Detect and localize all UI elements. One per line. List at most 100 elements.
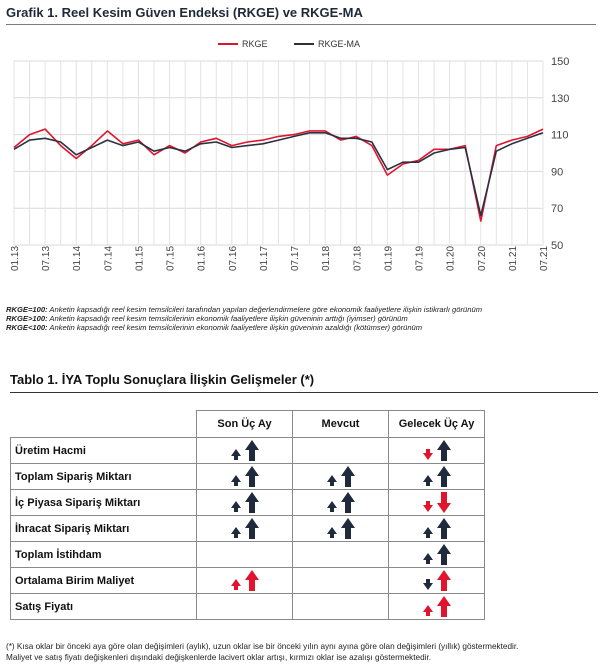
chart-title-rule <box>6 24 596 25</box>
row-label: Toplam Sipariş Miktarı <box>10 463 197 490</box>
col-header: Mevcut <box>292 410 389 438</box>
table-header-row: Son Üç Ay Mevcut Gelecek Üç Ay <box>10 410 485 438</box>
x-tick-label: 01.17 <box>259 246 270 271</box>
series-line-rkge-ma <box>13 132 544 217</box>
navy-up-arrow-icon <box>340 466 355 487</box>
x-tick-label: 07.13 <box>41 246 52 271</box>
y-tick-label: 130 <box>551 93 569 105</box>
table-cell <box>292 567 389 594</box>
navy-up-arrow-icon <box>436 440 451 461</box>
table-cell <box>388 463 485 490</box>
x-tick-label: 07.14 <box>103 246 114 271</box>
table-cell <box>388 593 485 620</box>
navy-up-arrow-icon <box>436 518 451 539</box>
navy-up-arrow-icon <box>230 449 241 460</box>
table-cell <box>292 437 389 464</box>
table-row: Toplam Sipariş Miktarı <box>10 463 485 490</box>
table-row: Toplam İstihdam <box>10 541 485 568</box>
note-line: RKGE<100: Anketin kapsadığı reel kesim t… <box>6 323 423 332</box>
table-title: Tablo 1. İYA Toplu Sonuçlara İlişkin Gel… <box>10 372 315 387</box>
row-label: Ortalama Birim Maliyet <box>10 567 197 594</box>
table-cell <box>196 463 293 490</box>
navy-up-arrow-icon <box>326 527 337 538</box>
navy-up-arrow-icon <box>340 492 355 513</box>
navy-up-arrow-icon <box>230 501 241 512</box>
col-header: Son Üç Ay <box>196 410 293 438</box>
table-cell <box>292 489 389 516</box>
table-cell <box>196 541 293 568</box>
table-cell <box>196 567 293 594</box>
chart-title: Grafik 1. Reel Kesim Güven Endeksi (RKGE… <box>6 5 363 20</box>
row-label: Satış Fiyatı <box>10 593 197 620</box>
legend-label: RKGE <box>242 39 268 49</box>
table-cell <box>196 593 293 620</box>
footnote-line: Maliyet ve satış fiyatı değişkenleri dış… <box>6 653 432 662</box>
navy-down-arrow-icon <box>422 579 433 590</box>
navy-up-arrow-icon <box>436 466 451 487</box>
red-up-arrow-icon <box>230 579 241 590</box>
footnote-line: (*) Kısa oklar bir önceki aya göre olan … <box>6 642 519 651</box>
row-label: İç Piyasa Sipariş Miktarı <box>10 489 197 516</box>
table-row: Satış Fiyatı <box>10 593 485 620</box>
table-cell <box>388 515 485 542</box>
x-tick-label: 07.17 <box>290 246 301 271</box>
navy-up-arrow-icon <box>230 475 241 486</box>
x-tick-label: 01.18 <box>321 246 332 271</box>
note-line: RKGE>100: Anketin kapsadığı reel kesim t… <box>6 314 408 323</box>
navy-up-arrow-icon <box>422 527 433 538</box>
navy-up-arrow-icon <box>244 518 259 539</box>
table-cell <box>292 593 389 620</box>
y-tick-label: 50 <box>551 240 563 252</box>
table-row: Ortalama Birim Maliyet <box>10 567 485 594</box>
row-label: Toplam İstihdam <box>10 541 197 568</box>
navy-up-arrow-icon <box>422 553 433 564</box>
x-tick-label: 07.16 <box>228 246 239 271</box>
table-cell <box>292 515 389 542</box>
row-label: Üretim Hacmi <box>10 437 197 464</box>
table-corner <box>10 410 197 438</box>
navy-up-arrow-icon <box>230 527 241 538</box>
red-down-arrow-icon <box>436 492 451 513</box>
x-tick-label: 01.20 <box>446 246 457 271</box>
table-row: İhracat Sipariş Miktarı <box>10 515 485 542</box>
table-row: Üretim Hacmi <box>10 437 485 464</box>
red-up-arrow-icon <box>436 596 451 617</box>
table-cell <box>388 567 485 594</box>
y-tick-label: 150 <box>551 56 569 68</box>
x-tick-label: 07.19 <box>415 246 426 271</box>
x-tick-label: 01.21 <box>508 246 519 271</box>
red-down-arrow-icon <box>422 449 433 460</box>
note-line: RKGE=100: Anketin kapsadığı reel kesim t… <box>6 305 483 314</box>
chart-notes: RKGE=100: Anketin kapsadığı reel kesim t… <box>6 305 482 332</box>
row-label: İhracat Sipariş Miktarı <box>10 515 197 542</box>
table-cell <box>292 463 389 490</box>
x-tick-label: 07.21 <box>539 246 550 271</box>
table-row: İç Piyasa Sipariş Miktarı <box>10 489 485 516</box>
red-down-arrow-icon <box>422 501 433 512</box>
table-title-rule <box>10 392 598 394</box>
navy-up-arrow-icon <box>326 501 337 512</box>
table-cell <box>292 541 389 568</box>
y-tick-label: 110 <box>551 130 569 142</box>
legend-label: RKGE-MA <box>318 39 360 49</box>
table-cell <box>388 541 485 568</box>
x-tick-label: 01.16 <box>197 246 208 271</box>
red-up-arrow-icon <box>436 570 451 591</box>
table-cell <box>388 437 485 464</box>
table-cell <box>196 437 293 464</box>
navy-up-arrow-icon <box>244 492 259 513</box>
table-cell <box>388 489 485 516</box>
x-tick-label: 07.15 <box>166 246 177 271</box>
x-tick-label: 07.20 <box>477 246 488 271</box>
x-tick-label: 01.13 <box>10 246 21 271</box>
navy-up-arrow-icon <box>422 475 433 486</box>
footnote: (*) Kısa oklar bir önceki aya göre olan … <box>6 641 518 663</box>
navy-up-arrow-icon <box>244 440 259 461</box>
navy-up-arrow-icon <box>340 518 355 539</box>
x-tick-label: 01.14 <box>72 246 83 271</box>
table-cell <box>196 489 293 516</box>
x-tick-label: 01.19 <box>383 246 394 271</box>
navy-up-arrow-icon <box>326 475 337 486</box>
navy-up-arrow-icon <box>436 544 451 565</box>
red-up-arrow-icon <box>422 605 433 616</box>
